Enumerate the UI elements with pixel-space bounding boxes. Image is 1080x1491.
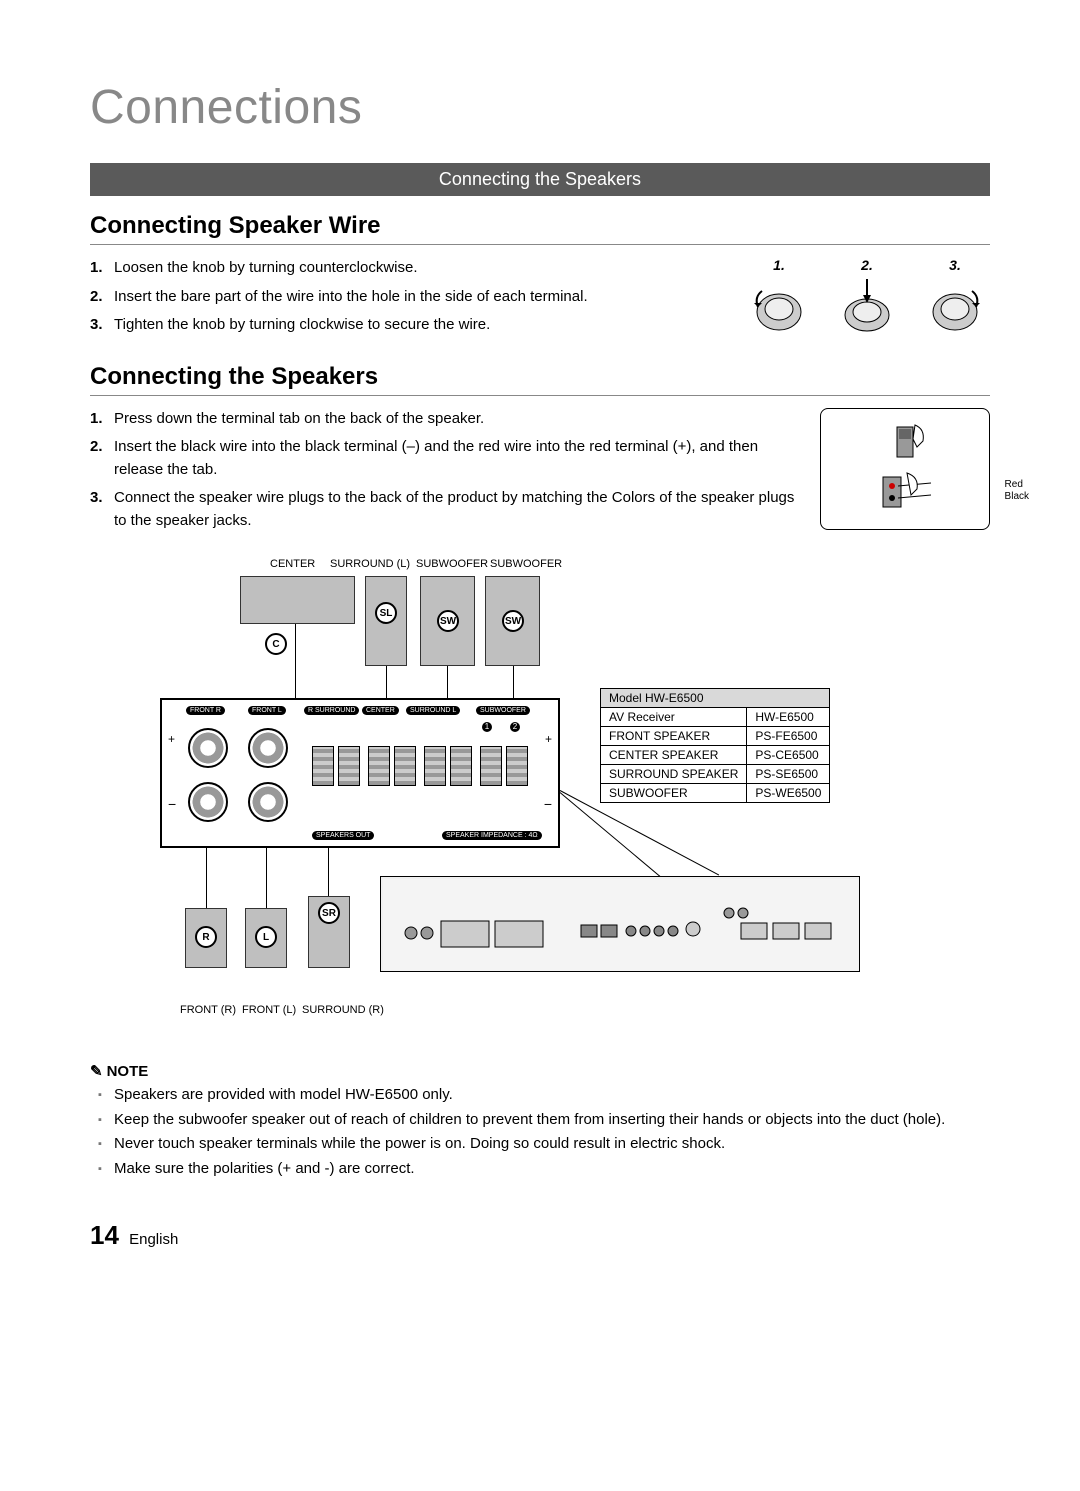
model-cell: PS-SE6500 [747,765,830,784]
panel-num: 2 [510,722,520,732]
wire-step: Tighten the knob by turning clockwise to… [90,314,724,337]
diagram-label: FRONT (R) [180,1004,236,1016]
badge-sr: SR [318,902,340,924]
label-red: Red [1005,479,1029,491]
knob-icon [920,277,990,337]
terminal-icon [424,746,446,786]
panel-label: SURROUND L [406,706,460,715]
speaker-section-row: Press down the terminal tab on the back … [90,408,990,539]
diagram-label: SURROUND (R) [302,1004,384,1016]
page-number: 14 [90,1220,119,1250]
terminal-icon [312,746,334,786]
polarity-plus: + [545,732,552,746]
polarity-plus: + [168,732,175,746]
badge-l: L [255,926,277,948]
badge-center: C [265,633,287,655]
model-table: Model HW-E6500 AV ReceiverHW-E6500 FRONT… [600,688,830,803]
model-cell: SUBWOOFER [601,784,747,803]
model-cell: HW-E6500 [747,708,830,727]
panel-label-impedance: SPEAKER IMPEDANCE : 4Ω [442,831,542,840]
knob-illustration: 1. 2. 3. [744,257,990,342]
section-banner: Connecting the Speakers [90,163,990,196]
terminal-icon [506,746,528,786]
terminal-icon [480,746,502,786]
speaker-step: Press down the terminal tab on the back … [90,408,800,431]
wire-step: Loosen the knob by turning counterclockw… [90,257,724,280]
terminal-tab-illustration: Red Black [820,408,990,530]
knob-num: 3. [920,257,990,273]
diagram-label: CENTER [270,558,315,570]
model-cell: FRONT SPEAKER [601,727,747,746]
receiver-ports-icon [381,877,861,973]
front-plug-icon [188,728,228,768]
page-title: Connections [90,80,990,135]
panel-num: 1 [482,722,492,732]
note-item: Speakers are provided with model HW-E650… [90,1084,990,1107]
diagram-label: SUBWOOFER [490,558,562,570]
note-block: NOTE Speakers are provided with model HW… [90,1062,990,1180]
speaker-steps: Press down the terminal tab on the back … [90,408,800,533]
front-plug-icon [188,782,228,822]
note-list: Speakers are provided with model HW-E650… [90,1084,990,1180]
page-footer: 14 English [90,1220,990,1251]
panel-label: CENTER [362,706,399,715]
knob-num: 1. [744,257,814,273]
model-cell: PS-CE6500 [747,746,830,765]
terminal-icon [394,746,416,786]
note-item: Never touch speaker terminals while the … [90,1133,990,1156]
badge-sl: SL [375,602,397,624]
terminal-icon [368,746,390,786]
panel-label: SUBWOOFER [476,706,530,715]
diagram-label: FRONT (L) [242,1004,296,1016]
badge-sw: SW [437,610,459,632]
panel-label-front-r: FRONT R [186,706,225,715]
model-cell: PS-WE6500 [747,784,830,803]
panel-label-speakers-out: SPEAKERS OUT [312,831,374,840]
knob-num: 2. [832,257,902,273]
wiring-diagram: CENTER SURROUND (L) SUBWOOFER SUBWOOFER … [90,558,990,1038]
diagram-label: SURROUND (L) [330,558,410,570]
speaker-step: Connect the speaker wire plugs to the ba… [90,487,800,532]
front-plug-icon [248,728,288,768]
receiver-rear [380,876,860,972]
front-plug-icon [248,782,288,822]
panel-label: R SURROUND [304,706,359,715]
note-heading: NOTE [90,1062,990,1080]
terminal-icon [338,746,360,786]
polarity-minus: − [544,796,552,812]
badge-sw: SW [502,610,524,632]
wire-section-row: Loosen the knob by turning counterclockw… [90,257,990,343]
speaker-step: Insert the black wire into the black ter… [90,436,800,481]
diagram-label: SUBWOOFER [416,558,488,570]
heading-speaker-wire: Connecting Speaker Wire [90,212,990,245]
note-item: Make sure the polarities (+ and -) are c… [90,1158,990,1181]
terminal-icon [450,746,472,786]
speaker-center [240,576,355,624]
knob-icon [832,277,902,337]
heading-connecting-speakers: Connecting the Speakers [90,363,990,396]
polarity-minus: − [168,796,176,812]
model-cell: CENTER SPEAKER [601,746,747,765]
knob-icon [744,277,814,337]
model-cell: SURROUND SPEAKER [601,765,747,784]
model-cell: AV Receiver [601,708,747,727]
tab-wire-icon [865,471,945,517]
badge-r: R [195,926,217,948]
note-item: Keep the subwoofer speaker out of reach … [90,1109,990,1132]
wire-steps: Loosen the knob by turning counterclockw… [90,257,724,337]
panel-label-front-l: FRONT L [248,706,286,715]
model-cell: PS-FE6500 [747,727,830,746]
speaker-out-panel: FRONT R FRONT L R SURROUND CENTER SURROU… [160,698,560,848]
wire-step: Insert the bare part of the wire into th… [90,286,724,309]
model-table-header: Model HW-E6500 [601,689,830,708]
page-language: English [129,1231,178,1248]
label-black: Black [1005,491,1029,503]
tab-press-icon [875,421,935,467]
